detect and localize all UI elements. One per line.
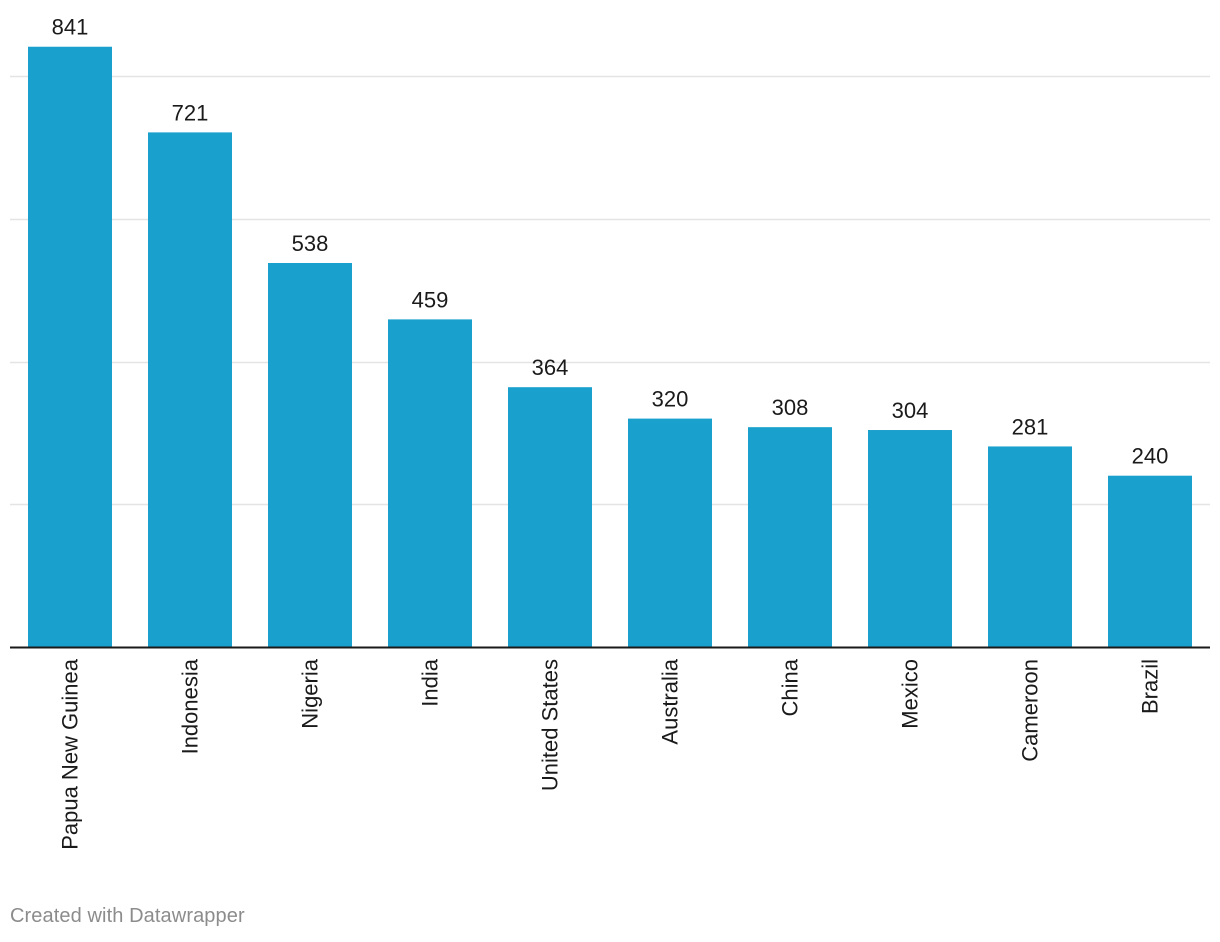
category-label-china: China [778,658,803,716]
value-labels: 841 721 538 459 364 320 308 304 281 240 [52,15,1169,469]
bar-united-states[interactable] [508,387,592,647]
bar-nigeria[interactable] [268,263,352,647]
value-label-india: 459 [412,287,449,312]
category-label-cameroon: Cameroon [1018,659,1043,762]
category-label-india: India [418,658,443,706]
footer-credit[interactable]: Created with Datawrapper [10,905,245,927]
value-label-china: 308 [772,395,809,420]
category-label-brazil: Brazil [1138,659,1163,714]
value-label-australia: 320 [652,387,689,412]
category-label-australia: Australia [658,658,683,744]
bars [28,46,1192,648]
value-label-mexico: 304 [892,398,929,423]
bar-australia[interactable] [628,418,712,647]
category-label-united-states: United States [538,659,563,791]
value-label-indonesia: 721 [172,100,209,125]
bar-india[interactable] [388,319,472,647]
bar-papua-new-guinea[interactable] [28,46,112,647]
value-label-brazil: 240 [1132,444,1169,469]
category-label-nigeria: Nigeria [298,658,323,728]
bar-indonesia[interactable] [148,132,232,648]
category-labels: Papua New Guinea Indonesia Nigeria India Uni… [58,658,1163,850]
value-label-cameroon: 281 [1012,414,1049,439]
category-label-mexico: Mexico [898,659,923,729]
bar-mexico[interactable] [868,430,952,647]
bar-china[interactable] [748,427,832,647]
value-label-united-states: 364 [532,355,569,380]
bar-cameroon[interactable] [988,446,1072,647]
category-label-indonesia: Indonesia [178,658,203,754]
value-label-papua-new-guinea: 841 [52,15,89,40]
category-label-papua-new-guinea: Papua New Guinea [58,658,83,850]
value-label-nigeria: 538 [292,231,329,256]
bar-brazil[interactable] [1108,475,1192,647]
